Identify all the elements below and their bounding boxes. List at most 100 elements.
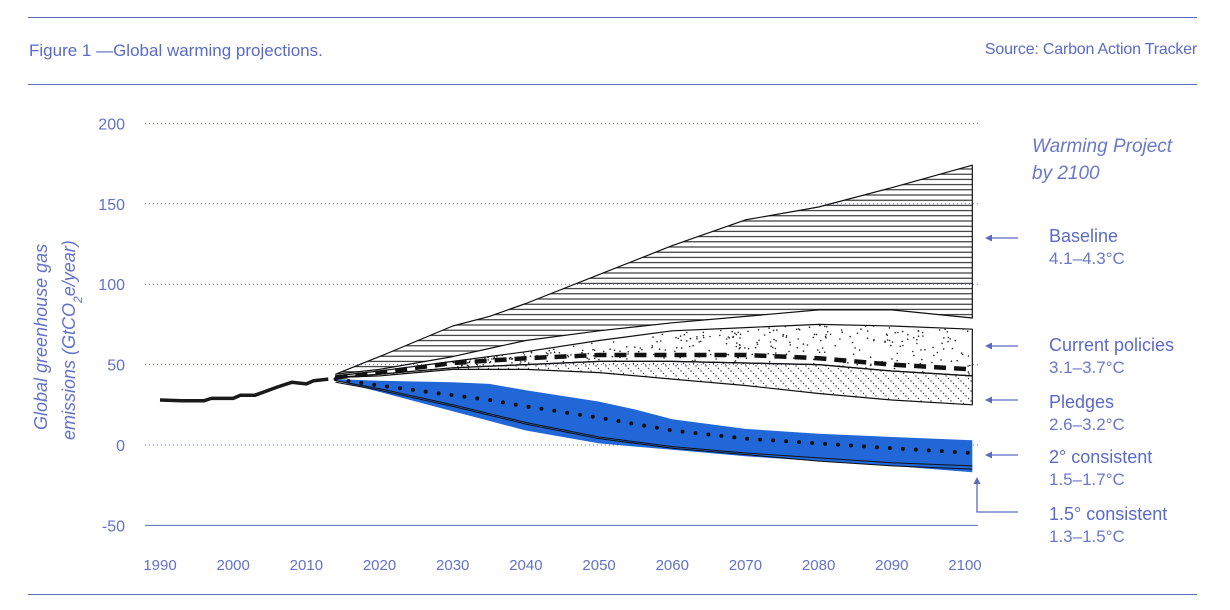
x-tick-label: 2090 xyxy=(875,557,908,574)
texture-dot xyxy=(572,345,575,348)
texture-dot xyxy=(770,345,772,348)
texture-dot xyxy=(739,346,741,349)
texture-dot xyxy=(756,343,759,346)
texture-dot xyxy=(960,352,963,354)
texture-dot xyxy=(739,337,741,339)
texture-dot xyxy=(796,346,799,349)
texture-dot xyxy=(897,331,899,334)
texture-dot xyxy=(757,329,760,331)
texture-dot xyxy=(891,358,893,360)
texture-dot xyxy=(677,337,680,340)
texture-dot xyxy=(774,347,777,350)
texture-dot xyxy=(785,336,788,339)
texture-dot xyxy=(896,359,898,362)
texture-dot xyxy=(917,335,920,338)
y-axis-title-line2: emissions (GtCO2e/year) xyxy=(59,240,85,440)
texture-dot xyxy=(639,347,642,349)
texture-dot xyxy=(768,361,771,363)
x-tick-label: 2070 xyxy=(729,557,762,574)
texture-dot xyxy=(950,360,953,363)
texture-dot xyxy=(825,337,827,339)
figure-title: Figure 1 —Global warming projections. xyxy=(29,41,323,60)
subscript-2: 2 xyxy=(71,296,85,304)
texture-dot xyxy=(808,326,811,329)
x-tick-label: 2080 xyxy=(802,557,835,574)
texture-dot xyxy=(452,361,454,364)
texture-dot xyxy=(847,362,849,364)
texture-dot xyxy=(967,371,970,373)
texture-dot xyxy=(756,341,758,344)
texture-dot xyxy=(916,339,918,341)
y-tick-label: 150 xyxy=(98,197,125,214)
texture-dot xyxy=(924,349,926,351)
texture-dot xyxy=(775,340,777,342)
texture-dot xyxy=(511,358,514,360)
texture-dot xyxy=(864,325,867,328)
texture-dot xyxy=(484,357,486,359)
arrow-up-icon xyxy=(973,477,981,484)
texture-dot xyxy=(866,330,869,332)
texture-dot xyxy=(951,347,954,350)
texture-dot xyxy=(732,335,735,338)
texture-dot xyxy=(768,327,770,329)
arrow-left-icon xyxy=(985,396,992,404)
scenario-areas xyxy=(335,164,973,473)
y-tick-label: -50 xyxy=(102,518,125,535)
texture-dot xyxy=(968,373,970,375)
texture-dot xyxy=(919,362,922,365)
texture-dot xyxy=(745,357,748,360)
texture-dot xyxy=(558,352,561,354)
texture-dot xyxy=(696,336,698,338)
texture-dot xyxy=(936,351,939,354)
y-tick-labels: 200 150 100 50 0 -50 xyxy=(98,116,125,535)
texture-dot xyxy=(734,332,736,335)
texture-dot xyxy=(735,333,738,336)
texture-dot xyxy=(664,349,666,351)
texture-dot xyxy=(653,353,655,356)
texture-dot xyxy=(698,341,700,343)
texture-dot xyxy=(834,344,836,347)
texture-dot xyxy=(949,338,951,340)
annotation-title-line1: Warming Project xyxy=(1032,136,1173,157)
texture-dot xyxy=(728,337,731,339)
texture-dot xyxy=(967,365,969,367)
texture-dot xyxy=(661,333,664,336)
current-policies-median-dashed xyxy=(335,352,973,380)
annotation-two-degree: 2° consistent 1.5–1.7°C xyxy=(985,447,1152,489)
texture-dot xyxy=(696,337,698,340)
texture-dot xyxy=(812,336,815,339)
texture-dot xyxy=(841,331,843,333)
texture-dot xyxy=(680,339,682,342)
texture-dot xyxy=(888,327,891,329)
texture-dot xyxy=(793,357,795,359)
texture-dot xyxy=(598,358,600,361)
texture-dot xyxy=(931,361,933,364)
figure-source: Source: Carbon Action Tracker xyxy=(984,41,1197,58)
texture-dot xyxy=(591,342,593,345)
texture-dot xyxy=(784,325,787,328)
x-tick-label: 1990 xyxy=(143,557,176,574)
texture-dot xyxy=(907,362,910,365)
y-tick-label: 0 xyxy=(116,438,125,455)
texture-dot xyxy=(553,348,555,351)
one-point-five-upper-line xyxy=(335,380,973,467)
texture-dot xyxy=(528,362,530,364)
texture-dot xyxy=(851,341,854,344)
x-tick-label: 2040 xyxy=(509,557,542,574)
bottom-rule xyxy=(28,594,1197,595)
texture-dot xyxy=(921,331,924,334)
texture-dot xyxy=(626,358,628,360)
texture-dot xyxy=(546,354,549,357)
texture-dot xyxy=(566,354,569,357)
texture-dot xyxy=(592,348,594,351)
texture-dot xyxy=(686,340,688,342)
texture-dot xyxy=(634,346,636,348)
texture-dot xyxy=(797,328,800,330)
texture-dot xyxy=(820,339,822,342)
texture-dot xyxy=(944,328,946,331)
texture-dot xyxy=(946,331,949,333)
texture-dot xyxy=(806,344,809,346)
texture-dot xyxy=(821,347,824,349)
texture-dot xyxy=(901,330,904,333)
x-tick-label: 2060 xyxy=(656,557,689,574)
